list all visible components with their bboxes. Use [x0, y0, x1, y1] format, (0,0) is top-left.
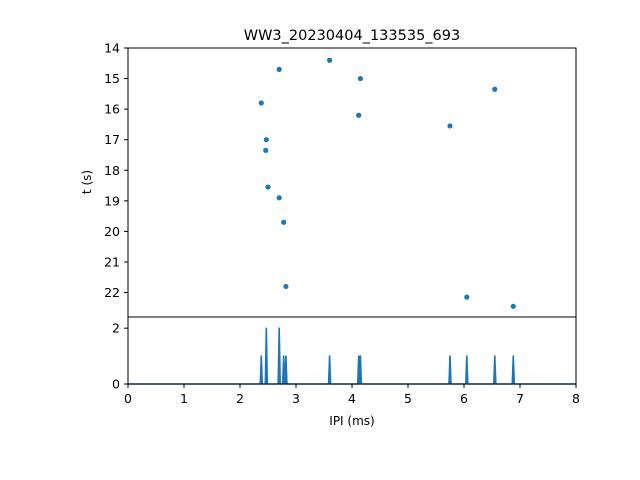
hist-y-axis-ticks: 02 — [112, 321, 128, 392]
y-tick-label: 15 — [104, 71, 120, 86]
scatter-point — [357, 75, 363, 82]
scatter-panel: WW3_20230404_133535_693 14 15 16 17 18 19 20 21… — [80, 28, 577, 318]
x-tick-label: 7 — [516, 391, 524, 406]
scatter-point — [276, 195, 282, 201]
y-tick-label: 18 — [104, 163, 120, 178]
y-tick-label: 20 — [104, 224, 120, 239]
x-tick-label: 5 — [404, 391, 412, 406]
scatter-point — [283, 283, 289, 290]
y-tick-label: 17 — [104, 132, 120, 147]
hist-y-tick-label: 0 — [112, 377, 120, 392]
scatter-point — [356, 112, 362, 118]
y-axis-ticks: 14 15 16 17 18 19 20 21 22 — [104, 41, 128, 300]
y-tick-label: 22 — [104, 285, 120, 300]
scatter-point — [492, 86, 498, 92]
x-tick-label: 0 — [124, 391, 132, 406]
x-tick-label: 3 — [292, 391, 300, 406]
x-axis-label: IPI (ms) — [329, 414, 374, 428]
scatter-points — [258, 57, 516, 309]
x-axis-ticks: 0 1 2 3 4 5 6 7 8 — [124, 384, 580, 406]
scatter-point — [327, 57, 333, 63]
scatter-point — [263, 147, 269, 154]
hist-y-tick-label: 2 — [112, 321, 120, 336]
y-axis-label: t (s) — [80, 170, 94, 194]
ipi-trace — [128, 327, 576, 385]
y-tick-label: 14 — [104, 41, 120, 56]
scatter-point — [263, 137, 269, 143]
histogram-axes-frame — [127, 316, 577, 385]
x-tick-label: 4 — [348, 391, 356, 406]
y-tick-label: 19 — [104, 193, 120, 208]
scatter-point — [276, 66, 282, 72]
scatter-point — [447, 123, 453, 129]
chart-title: WW3_20230404_133535_693 — [244, 28, 460, 44]
scatter-axes-frame — [127, 47, 577, 318]
scatter-point — [258, 100, 264, 106]
scatter-point — [265, 184, 271, 190]
x-tick-label: 8 — [572, 391, 580, 406]
x-tick-label: 2 — [236, 391, 244, 406]
scatter-point — [464, 294, 470, 300]
x-tick-label: 6 — [460, 391, 468, 406]
scatter-point — [281, 219, 287, 225]
ipi-line — [128, 327, 576, 385]
y-tick-label: 21 — [104, 254, 120, 269]
x-tick-label: 1 — [180, 391, 188, 406]
y-tick-label: 16 — [104, 102, 120, 117]
scatter-point — [510, 303, 516, 309]
